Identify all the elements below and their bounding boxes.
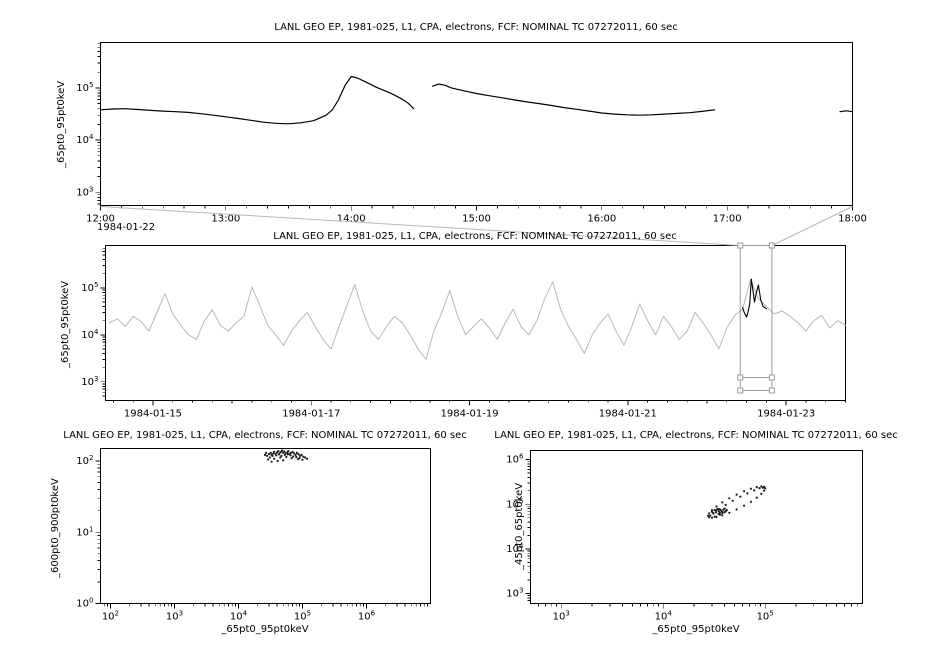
svg-text:14:00: 14:00 [337, 214, 366, 225]
scatter-right-title: LANL GEO EP, 1981-025, L1, CPA, electron… [494, 430, 898, 441]
y-axis [95, 460, 101, 604]
svg-text:1984-01-15: 1984-01-15 [124, 409, 182, 420]
x-axis-labels: 102 103 104 105 106 [102, 610, 376, 623]
zoom-connector-lines [100, 206, 853, 246]
selection-handle[interactable] [737, 387, 744, 394]
svg-text:1984-01-23: 1984-01-23 [757, 409, 815, 420]
bl-plot-area[interactable]: 102 103 104 105 106 100 101 102 [76, 448, 431, 623]
mid-plot-area[interactable]: 1984-01-15 1984-01-17 1984-01-19 1984-01-21… [81, 242, 846, 420]
svg-text:1984-01-17: 1984-01-17 [282, 409, 340, 420]
svg-text:15:00: 15:00 [462, 214, 491, 225]
plot-frame [530, 450, 863, 604]
svg-text:13:00: 13:00 [211, 214, 240, 225]
series-electrons-selected [742, 278, 767, 318]
svg-text:105: 105 [81, 281, 98, 294]
x-axis-labels: 103 104 105 [553, 610, 774, 623]
svg-text:106: 106 [358, 610, 376, 623]
x-axis [538, 603, 858, 609]
svg-text:103: 103 [506, 587, 523, 600]
selection-handle[interactable] [768, 387, 775, 394]
svg-text:101: 101 [76, 525, 93, 538]
svg-text:105: 105 [76, 81, 93, 94]
x-axis [100, 205, 853, 211]
scatter-left-ylabel: _600pt0_900pt0keV [50, 478, 61, 578]
scatter-left-xlabel: _65pt0_95pt0keV [221, 624, 309, 635]
svg-text:102: 102 [102, 610, 119, 623]
svg-text:12:00: 12:00 [86, 214, 115, 225]
svg-text:104: 104 [655, 610, 673, 623]
zoom-selection[interactable] [737, 242, 775, 394]
y-axis-labels: 103 104 105 [76, 81, 94, 198]
svg-text:103: 103 [76, 185, 93, 198]
y-axis-labels: 100 101 102 [76, 454, 93, 609]
x-axis [103, 603, 428, 609]
svg-text:1984-01-21: 1984-01-21 [599, 409, 657, 420]
svg-text:1984-01-19: 1984-01-19 [441, 409, 499, 420]
plot-frame [100, 448, 431, 604]
top-plot-title: LANL GEO EP, 1981-025, L1, CPA, electron… [274, 22, 678, 33]
svg-text:103: 103 [553, 610, 570, 623]
svg-text:104: 104 [76, 133, 94, 146]
svg-text:106: 106 [506, 453, 524, 466]
svg-text:18:00: 18:00 [838, 214, 867, 225]
y-axis-labels: 103 104 105 [81, 281, 99, 388]
context-ylabel: _65pt0_95pt0keV [60, 280, 71, 368]
top-plot-area[interactable]: 12:00 13:00 14:00 15:00 16:00 17:00 18:0010310… [76, 42, 867, 225]
x-axis [113, 400, 846, 406]
series-electrons-zoom [99, 75, 854, 125]
svg-text:105: 105 [294, 610, 311, 623]
y-axis [525, 459, 531, 601]
top-ylabel: _65pt0_95pt0keV [56, 80, 67, 168]
plot-frame [100, 42, 853, 206]
y-axis [100, 247, 106, 397]
scatter-right-ylabel: _45pt0_65pt0keV [514, 482, 525, 570]
br-plot-area[interactable]: 103 104 105 103 104 105 106 [506, 450, 863, 623]
svg-text:100: 100 [76, 597, 93, 610]
svg-text:103: 103 [166, 610, 183, 623]
plot-frame [105, 245, 846, 401]
svg-text:104: 104 [506, 542, 524, 555]
svg-text:17:00: 17:00 [713, 214, 742, 225]
y-axis [95, 43, 101, 205]
x-axis-labels: 12:00 13:00 14:00 15:00 16:00 17:00 18:00 [86, 214, 867, 225]
svg-text:104: 104 [230, 610, 248, 623]
svg-text:105: 105 [757, 610, 774, 623]
svg-text:102: 102 [76, 454, 93, 467]
context-plot-title: LANL GEO EP, 1981-025, L1, CPA, electron… [273, 231, 677, 242]
series-electrons-context [109, 279, 846, 360]
svg-text:105: 105 [506, 497, 523, 510]
svg-text:16:00: 16:00 [587, 214, 616, 225]
top-plot-date-label: 1984-01-22 [97, 222, 156, 233]
svg-text:103: 103 [81, 375, 98, 388]
scatter-right-xlabel: _65pt0_95pt0keV [652, 624, 740, 635]
svg-text:104: 104 [81, 328, 99, 341]
x-axis-labels: 1984-01-15 1984-01-17 1984-01-19 1984-01-21… [124, 409, 815, 420]
scatter-left-title: LANL GEO EP, 1981-025, L1, CPA, electron… [63, 430, 467, 441]
selection-handle[interactable] [737, 374, 744, 381]
selection-handle[interactable] [768, 374, 775, 381]
series-points-45-65 [706, 485, 767, 519]
series-points-600-900 [263, 449, 309, 463]
y-axis-labels: 103 104 105 106 [506, 453, 524, 600]
